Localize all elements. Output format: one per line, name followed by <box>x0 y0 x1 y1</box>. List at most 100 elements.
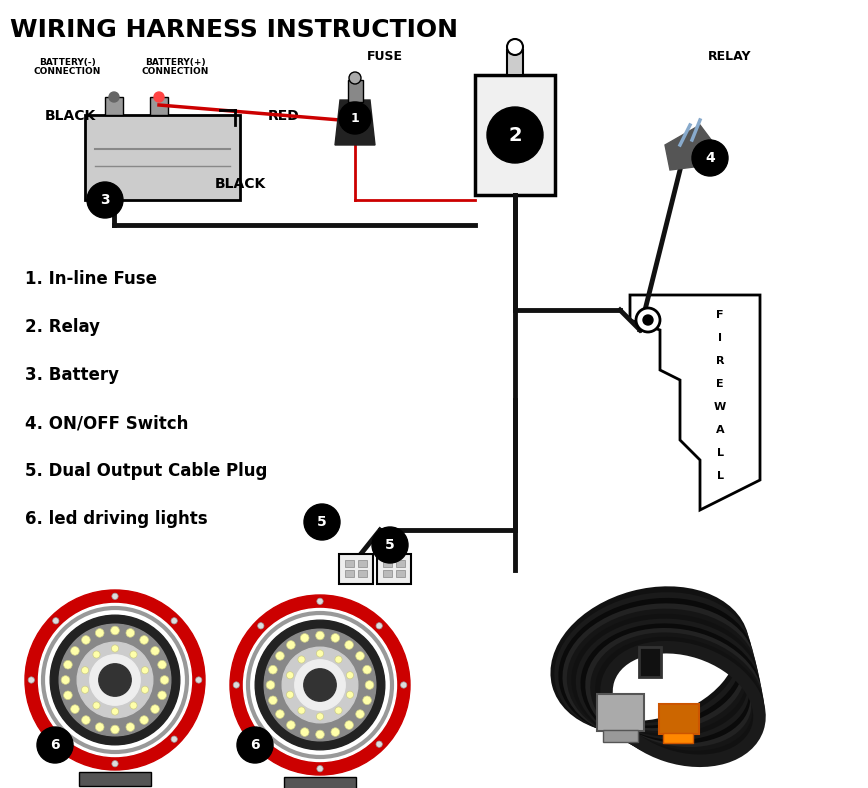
Circle shape <box>154 92 164 102</box>
Circle shape <box>255 620 385 750</box>
Text: 5: 5 <box>385 538 395 552</box>
Circle shape <box>237 727 273 763</box>
Circle shape <box>335 656 342 663</box>
Circle shape <box>376 623 382 629</box>
Circle shape <box>266 681 275 690</box>
Bar <box>396 560 405 567</box>
Polygon shape <box>630 295 760 510</box>
Text: CONNECTION: CONNECTION <box>33 67 101 76</box>
Circle shape <box>111 645 119 652</box>
Circle shape <box>304 669 336 701</box>
Circle shape <box>126 723 135 731</box>
Circle shape <box>195 677 202 683</box>
Circle shape <box>126 629 135 637</box>
Text: RELAY: RELAY <box>708 50 752 63</box>
Text: RED: RED <box>268 109 299 123</box>
Circle shape <box>158 660 167 669</box>
Text: 6: 6 <box>50 738 60 752</box>
Circle shape <box>77 642 153 718</box>
Circle shape <box>268 665 277 674</box>
Bar <box>358 560 367 567</box>
Circle shape <box>70 647 79 656</box>
Circle shape <box>171 736 177 742</box>
Circle shape <box>28 677 35 683</box>
Circle shape <box>230 595 410 775</box>
Circle shape <box>37 727 73 763</box>
Circle shape <box>63 660 72 669</box>
Bar <box>396 570 405 577</box>
Circle shape <box>636 308 660 332</box>
Circle shape <box>161 675 168 684</box>
Circle shape <box>372 527 408 563</box>
Bar <box>507 50 523 75</box>
Bar <box>79 772 151 786</box>
Circle shape <box>400 682 407 688</box>
Circle shape <box>140 716 148 724</box>
Circle shape <box>89 655 141 705</box>
Circle shape <box>282 647 358 723</box>
Circle shape <box>50 615 180 745</box>
Text: FUSE: FUSE <box>367 50 403 63</box>
FancyBboxPatch shape <box>377 554 411 584</box>
Circle shape <box>276 652 285 660</box>
FancyBboxPatch shape <box>663 733 693 743</box>
Circle shape <box>53 618 59 624</box>
Circle shape <box>264 629 376 741</box>
Text: I: I <box>718 333 722 343</box>
FancyBboxPatch shape <box>339 554 373 584</box>
Circle shape <box>356 652 365 660</box>
Circle shape <box>317 713 324 720</box>
Text: 6: 6 <box>250 738 260 752</box>
Bar <box>150 97 168 115</box>
Circle shape <box>268 696 277 704</box>
Circle shape <box>692 140 728 176</box>
Circle shape <box>286 691 293 698</box>
Circle shape <box>95 629 104 637</box>
Text: 3. Battery: 3. Battery <box>25 366 119 384</box>
Circle shape <box>276 710 285 719</box>
Text: BLACK: BLACK <box>45 109 96 123</box>
Circle shape <box>59 624 171 736</box>
FancyBboxPatch shape <box>85 115 240 200</box>
Circle shape <box>82 686 89 693</box>
Circle shape <box>300 728 309 737</box>
FancyBboxPatch shape <box>659 704 699 734</box>
Circle shape <box>233 682 240 688</box>
Text: BATTERY(+): BATTERY(+) <box>145 58 206 67</box>
Circle shape <box>300 634 309 642</box>
Circle shape <box>151 704 160 713</box>
Circle shape <box>258 741 264 747</box>
Circle shape <box>349 72 361 84</box>
Circle shape <box>258 623 264 629</box>
Circle shape <box>111 626 119 635</box>
Text: 3: 3 <box>100 193 110 207</box>
Text: 5: 5 <box>317 515 327 529</box>
Circle shape <box>507 39 523 55</box>
Circle shape <box>304 504 340 540</box>
FancyBboxPatch shape <box>603 730 638 742</box>
Circle shape <box>317 650 324 657</box>
Circle shape <box>111 725 119 734</box>
Circle shape <box>140 636 148 645</box>
Circle shape <box>286 671 293 679</box>
FancyBboxPatch shape <box>639 647 661 677</box>
Circle shape <box>112 593 118 600</box>
Circle shape <box>298 707 305 714</box>
Text: R: R <box>716 356 724 366</box>
Circle shape <box>109 92 119 102</box>
Circle shape <box>298 656 305 663</box>
Circle shape <box>87 182 123 218</box>
Circle shape <box>286 721 295 730</box>
Text: 2: 2 <box>508 125 522 144</box>
Text: BLACK: BLACK <box>215 177 266 191</box>
Circle shape <box>331 728 339 737</box>
Circle shape <box>363 665 372 674</box>
Text: 2. Relay: 2. Relay <box>25 318 100 336</box>
Circle shape <box>141 686 148 693</box>
Bar <box>284 777 356 788</box>
Circle shape <box>111 708 119 715</box>
Circle shape <box>317 766 323 772</box>
FancyBboxPatch shape <box>597 694 644 731</box>
Circle shape <box>158 691 167 700</box>
Circle shape <box>130 651 137 658</box>
